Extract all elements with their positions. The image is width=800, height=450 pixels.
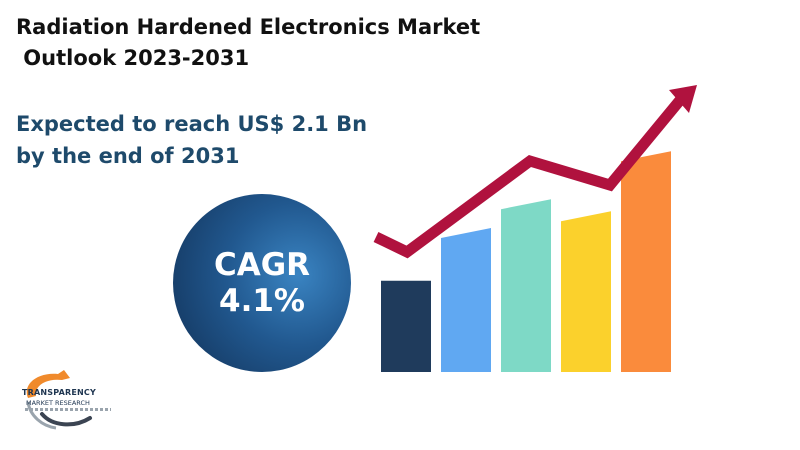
growth-bar [381, 280, 431, 372]
growth-bar [441, 228, 491, 372]
growth-bar [561, 211, 611, 372]
forecast-statement: Expected to reach US$ 2.1 Bn by the end … [16, 108, 436, 172]
logo-swoosh-icon [26, 370, 92, 430]
logo-name: TRANSPARENCY [22, 388, 96, 397]
growth-bars [381, 151, 671, 372]
title-line-2: Outlook 2023-2031 [16, 46, 250, 70]
growth-bar [501, 199, 551, 372]
logo-subname: MARKET RESEARCH [26, 399, 90, 407]
page-title: Radiation Hardened Electronics Market Ou… [16, 12, 576, 74]
logo-tagline-strip [25, 408, 111, 411]
cagr-label: CAGR [213, 247, 311, 283]
growth-bar [621, 151, 671, 372]
trend-arrow-line [373, 95, 686, 259]
company-logo: TRANSPARENCY MARKET RESEARCH [12, 368, 122, 438]
cagr-value: 4.1% [219, 283, 305, 319]
title-line-1: Radiation Hardened Electronics Market [16, 15, 481, 39]
trend-arrow-head [669, 85, 697, 113]
cagr-badge: CAGR 4.1% [173, 194, 351, 372]
forecast-line-2: by the end of 2031 [16, 144, 240, 168]
forecast-line-1: Expected to reach US$ 2.1 Bn [16, 112, 368, 136]
